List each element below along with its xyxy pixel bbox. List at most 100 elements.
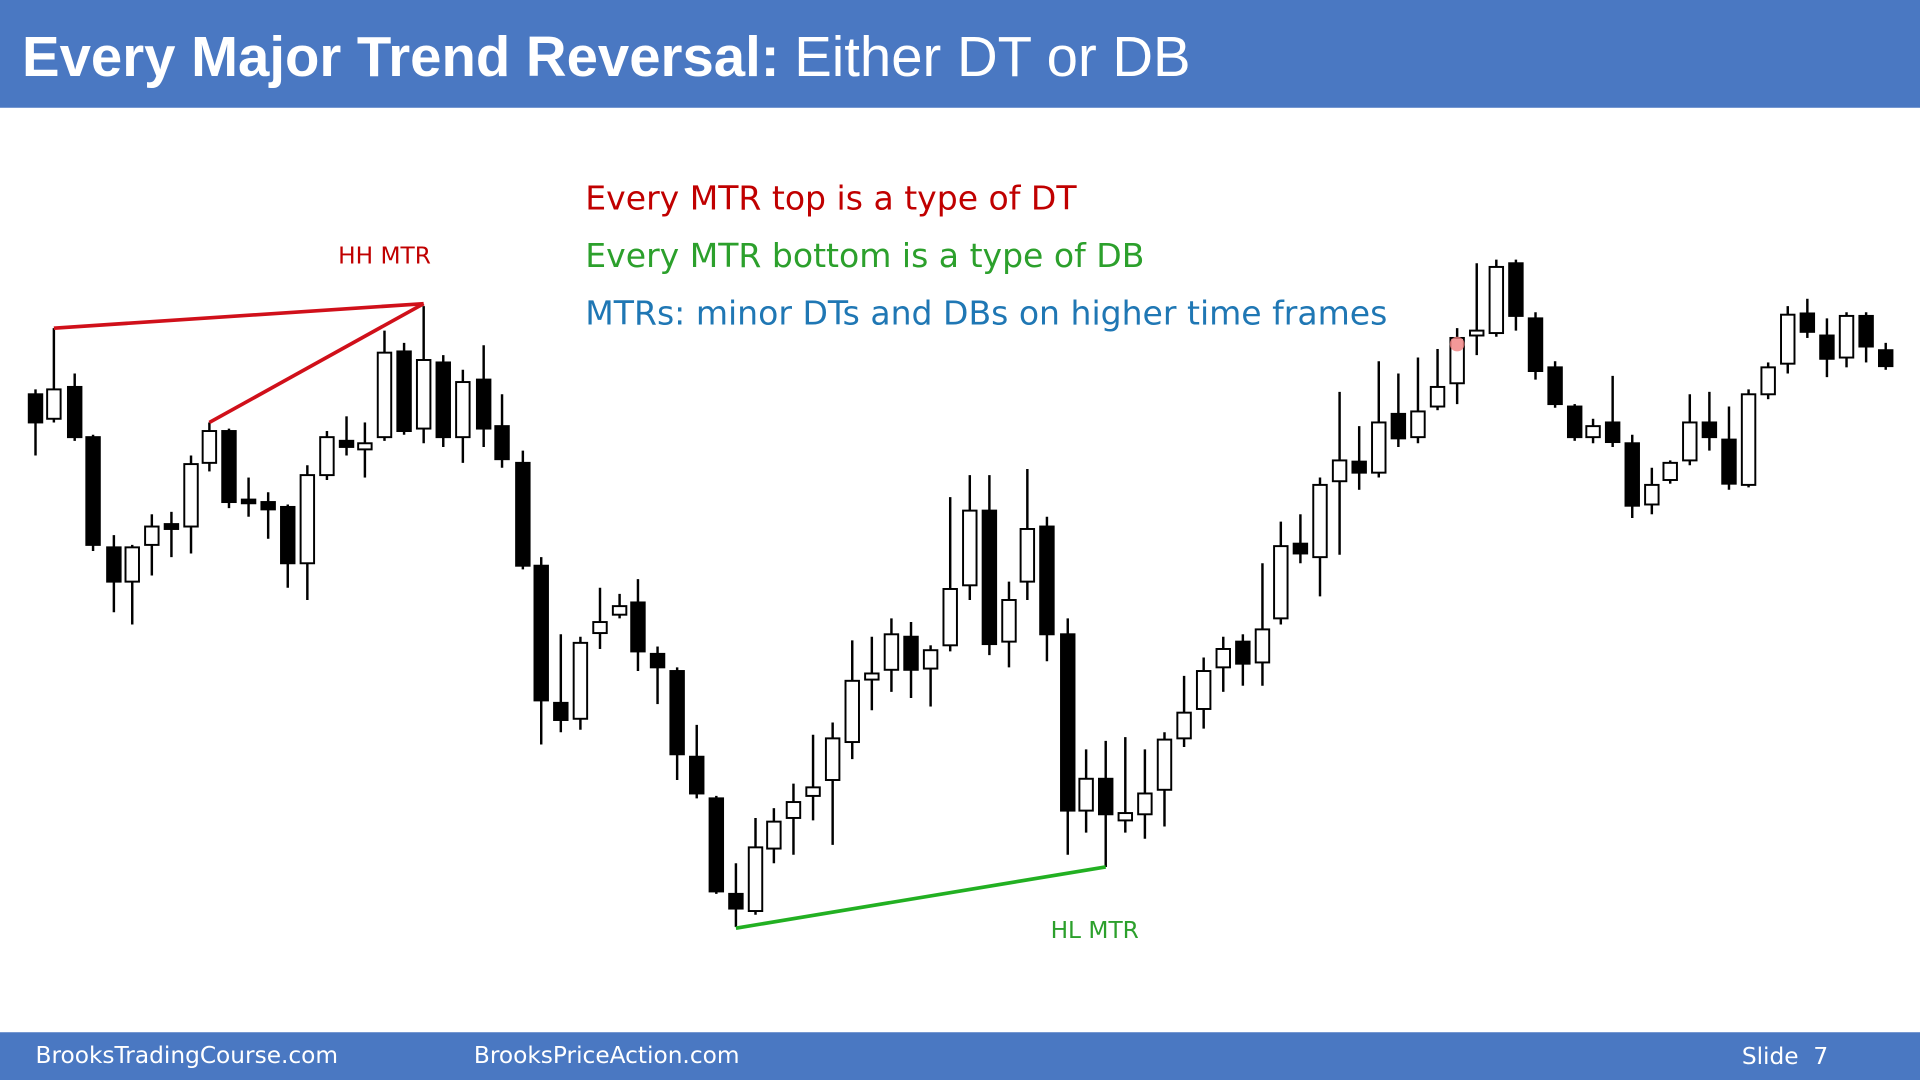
candle-body [1858, 314, 1874, 348]
candle-body [1312, 483, 1328, 559]
candle-body [46, 388, 62, 420]
title-rest: Either DT or DB [794, 25, 1190, 88]
candle-body [805, 786, 821, 797]
candle-body [1331, 459, 1348, 483]
candle-body [1760, 366, 1776, 396]
candle-body [572, 641, 589, 720]
candle-body [1176, 711, 1192, 740]
candle-body [883, 633, 900, 671]
cursor-dot [1449, 336, 1465, 352]
trend-line [53, 301, 424, 330]
note: MTRs: minor DTs and DBs on higher time f… [585, 293, 1387, 332]
candle-body [981, 509, 998, 646]
candle-body [785, 801, 802, 819]
candle-body [1273, 545, 1289, 620]
candle-body [669, 670, 685, 756]
candle-body [630, 601, 646, 653]
trend-line [735, 865, 1107, 930]
label-bottom: HL MTR [1051, 917, 1139, 944]
candle-body [1819, 334, 1835, 360]
candle-body [221, 430, 237, 504]
candle-body [260, 501, 276, 511]
candle-body [1078, 777, 1094, 812]
header-bar [0, 0, 1920, 108]
candle-body [1604, 421, 1621, 444]
candle-body [85, 436, 101, 546]
candle-body [106, 546, 122, 583]
candle-body [1292, 542, 1309, 555]
candle-body [1721, 438, 1737, 485]
candle-body [1799, 312, 1816, 333]
candle-body [962, 509, 978, 587]
candle-body [611, 605, 628, 616]
candle-body [319, 436, 335, 477]
candle-body [1508, 262, 1524, 317]
candle-body [455, 381, 471, 439]
candle-body [1098, 777, 1114, 816]
candle-body [1235, 640, 1251, 665]
footer-left[interactable]: BrooksTradingCourse.com [36, 1042, 339, 1069]
candle-body [1547, 366, 1563, 406]
candle-body [1488, 265, 1505, 335]
label-top: HH MTR [338, 242, 431, 269]
footer-bar [0, 1032, 1920, 1080]
candle-body [1156, 738, 1173, 791]
note: Every MTR bottom is a type of DB [585, 236, 1144, 275]
note: Every MTR top is a type of DT [585, 178, 1077, 217]
candle-body [864, 672, 880, 681]
candle-body [903, 635, 919, 671]
candle-body [396, 350, 412, 432]
candle-body [708, 797, 725, 893]
candle-body [1566, 405, 1583, 439]
candle-body [1254, 628, 1271, 664]
candle-body [1019, 528, 1036, 583]
candle-body [66, 385, 83, 439]
candle-body [1682, 421, 1698, 462]
candle-body [124, 546, 140, 583]
slide-number: Slide 7 [1742, 1043, 1828, 1070]
candle-body [1585, 425, 1601, 439]
title: Every Major Trend Reversal: Either DT or … [22, 25, 1191, 88]
candle-body [1371, 421, 1387, 474]
candle-body [942, 588, 958, 647]
candle-body [1662, 461, 1678, 481]
candle-body [376, 351, 393, 439]
candle-body [592, 621, 608, 635]
candle-body [1701, 421, 1718, 439]
candle-body [475, 378, 492, 430]
candle-body [1215, 648, 1231, 669]
candle-body [144, 525, 160, 546]
candle-body [1390, 412, 1407, 440]
candle-body [533, 564, 549, 702]
candle-body [844, 679, 860, 744]
candle-body [338, 439, 355, 448]
candle-body [689, 755, 705, 795]
candle-body [1429, 385, 1446, 408]
candles [27, 259, 1894, 927]
candle-body [1117, 812, 1134, 822]
candle-body [201, 430, 218, 464]
candle-body [1410, 410, 1426, 439]
candle-body [1001, 599, 1017, 643]
trend-line [208, 302, 425, 425]
candle-body [824, 737, 841, 781]
candle-body [1740, 393, 1757, 486]
candle-body [766, 820, 782, 850]
candle-body [1351, 460, 1367, 474]
candle-body [1878, 349, 1894, 368]
candle-body [1137, 792, 1153, 816]
candle-body [922, 649, 939, 670]
candle-body [1039, 525, 1055, 636]
candle-body [163, 523, 180, 530]
candle-body [27, 393, 44, 424]
candle-body [183, 463, 199, 528]
candle-body [357, 442, 373, 451]
candle-body [435, 361, 451, 439]
footer-middle[interactable]: BrooksPriceAction.com [474, 1042, 740, 1069]
candle-body [299, 474, 316, 565]
candle-body [494, 425, 510, 461]
candle-body [1527, 317, 1544, 372]
candle-body [1838, 314, 1855, 359]
